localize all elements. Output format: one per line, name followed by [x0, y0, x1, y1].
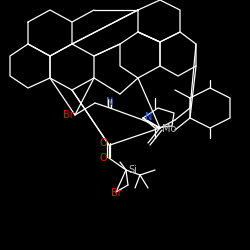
Text: N: N — [106, 97, 114, 107]
Text: O: O — [100, 138, 107, 148]
Text: Br: Br — [63, 110, 74, 120]
Text: O: O — [100, 153, 107, 163]
Text: Br: Br — [110, 188, 122, 198]
Text: Si: Si — [128, 165, 137, 175]
Text: N: N — [145, 112, 152, 122]
Text: Mo: Mo — [162, 124, 176, 134]
